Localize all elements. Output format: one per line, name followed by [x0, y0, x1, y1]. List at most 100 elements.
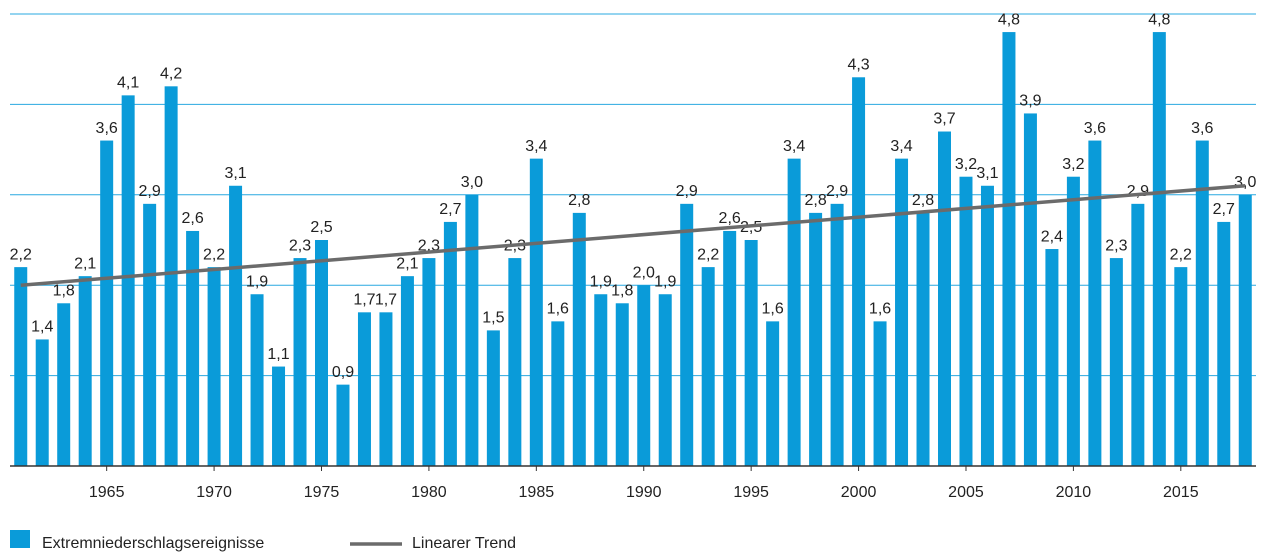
data-label: 2,5	[310, 219, 332, 236]
bar	[830, 203, 844, 466]
bar	[1045, 249, 1059, 466]
bar	[443, 221, 457, 466]
data-label: 1,6	[869, 301, 891, 318]
bar	[35, 339, 49, 466]
bar	[186, 230, 200, 466]
bar	[551, 321, 565, 466]
data-label: 3,6	[1191, 120, 1213, 137]
bar	[658, 294, 672, 466]
bar	[78, 276, 92, 466]
bar	[57, 303, 71, 466]
data-label: 1,4	[31, 319, 53, 336]
data-label: 2,2	[10, 246, 32, 263]
data-label: 1,9	[654, 273, 676, 290]
bar	[680, 203, 694, 466]
data-label: 1,5	[482, 310, 504, 327]
data-label: 3,0	[461, 174, 483, 191]
data-label: 4,2	[160, 66, 182, 83]
x-tick-label: 1970	[196, 484, 232, 501]
bar	[315, 240, 328, 466]
data-label: 2,2	[1170, 246, 1192, 263]
bar	[465, 194, 479, 467]
bar	[400, 276, 414, 466]
x-tick-label: 2010	[1056, 484, 1092, 501]
data-label: 2,5	[740, 219, 762, 236]
bar	[809, 212, 823, 466]
data-label: 1,9	[590, 273, 612, 290]
legend-label: Extremniederschlagsereignisse	[42, 535, 264, 552]
bar	[959, 176, 973, 466]
data-label: 1,7	[375, 292, 397, 309]
data-label: 4,3	[847, 56, 869, 73]
data-label: 3,4	[783, 138, 805, 155]
data-label: 1,9	[246, 273, 268, 290]
x-tick-label: 1980	[411, 484, 447, 501]
data-label: 2,0	[633, 264, 655, 281]
bar	[422, 258, 436, 466]
x-tick-label: 1975	[304, 484, 340, 501]
data-label: 3,7	[933, 111, 955, 128]
bar	[379, 312, 393, 466]
bar	[1217, 221, 1231, 466]
data-label: 3,6	[1084, 120, 1106, 137]
data-label: 3,1	[224, 165, 246, 182]
bar	[1195, 140, 1209, 466]
bar	[615, 303, 629, 466]
bar	[121, 95, 135, 467]
bar	[1109, 258, 1123, 466]
bar	[916, 212, 930, 466]
x-tick-label: 1995	[733, 484, 769, 501]
data-label: 2,9	[826, 183, 848, 200]
x-tick-label: 2000	[841, 484, 877, 501]
data-label: 3,4	[525, 138, 547, 155]
data-label: 4,8	[998, 11, 1020, 28]
data-label: 3,6	[96, 120, 118, 137]
data-label: 2,7	[439, 201, 461, 218]
data-label: 3,2	[1062, 156, 1084, 173]
bar	[938, 131, 951, 466]
bar	[207, 267, 221, 466]
bar	[852, 77, 866, 466]
bar	[1174, 267, 1188, 466]
data-label: 3,9	[1019, 93, 1041, 110]
bar	[293, 258, 307, 466]
data-label: 4,8	[1148, 11, 1170, 28]
bar	[164, 86, 178, 466]
data-label: 2,2	[203, 246, 225, 263]
bar	[336, 384, 350, 466]
bar	[357, 312, 371, 466]
bar	[1002, 32, 1016, 466]
data-label: 2,9	[1127, 183, 1149, 200]
data-label: 2,8	[804, 192, 826, 209]
data-label: 2,9	[139, 183, 161, 200]
legend-label: Linearer Trend	[412, 535, 516, 552]
bar	[250, 294, 264, 466]
bar	[744, 240, 758, 466]
bar	[143, 203, 157, 466]
bar	[980, 185, 994, 466]
data-label: 3,4	[890, 138, 912, 155]
data-label: 3,2	[955, 156, 977, 173]
bar	[14, 267, 28, 466]
bar	[766, 321, 780, 466]
bar	[637, 285, 651, 466]
bar	[787, 158, 801, 466]
bar	[272, 366, 286, 466]
data-label: 2,7	[1213, 201, 1235, 218]
bar	[529, 158, 543, 466]
bar	[572, 212, 586, 466]
bar	[1238, 194, 1252, 467]
data-label: 1,6	[547, 301, 569, 318]
bar	[508, 258, 522, 466]
data-label: 1,1	[267, 346, 289, 363]
bar	[229, 185, 243, 466]
bar	[100, 140, 114, 466]
bar	[1152, 32, 1166, 466]
bar	[1131, 203, 1145, 466]
x-tick-label: 1990	[626, 484, 662, 501]
data-label: 0,9	[332, 364, 354, 381]
data-label: 1,8	[611, 282, 633, 299]
data-label: 2,4	[1041, 228, 1063, 245]
bar	[723, 230, 737, 466]
